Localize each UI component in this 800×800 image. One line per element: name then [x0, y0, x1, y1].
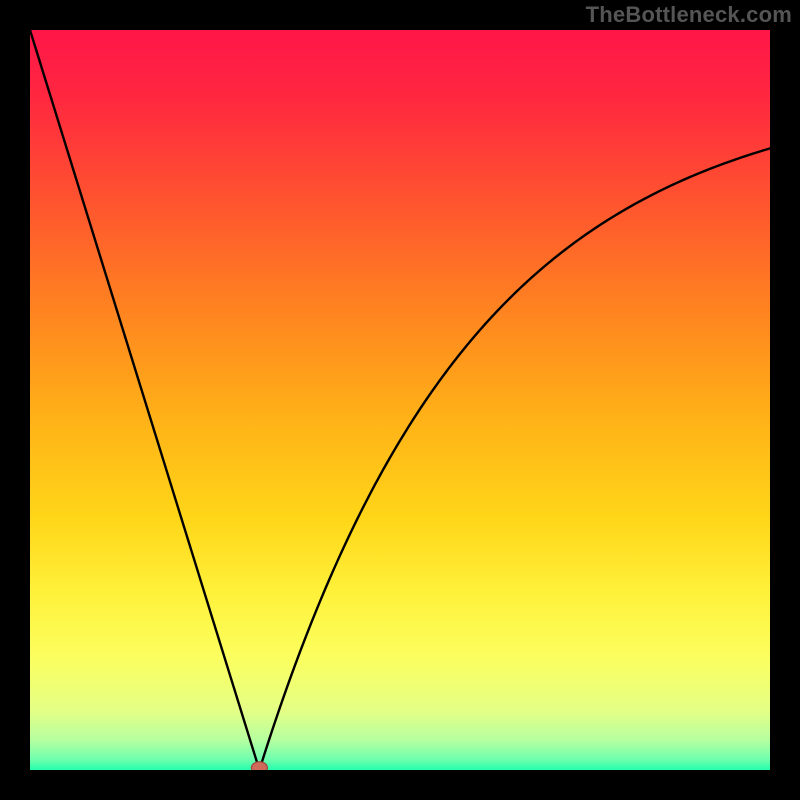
plot-background [30, 30, 770, 770]
plot-area [30, 30, 770, 770]
chart-root: TheBottleneck.com [0, 0, 800, 800]
plot-svg [30, 30, 770, 770]
watermark-text: TheBottleneck.com [586, 2, 792, 28]
marker-dot [251, 762, 267, 770]
